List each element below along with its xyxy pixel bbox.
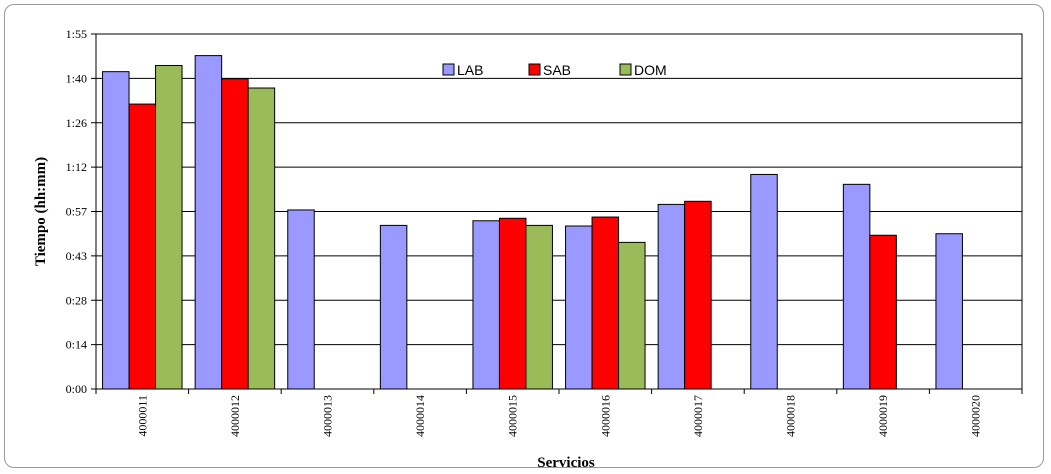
x-tick-label: 4000014: [413, 395, 427, 437]
y-tick-label: 0:00: [66, 382, 87, 396]
x-tick-label: 4000017: [691, 395, 705, 437]
bar-lab-4000013: [287, 209, 315, 390]
x-tick-label: 4000015: [506, 395, 520, 437]
bar-dom-4000012: [247, 87, 276, 390]
y-axis-title: Tiempo (hh:mm): [33, 157, 49, 266]
y-tick-label: 1:40: [66, 71, 87, 85]
x-tick-label: 4000011: [135, 395, 149, 437]
y-tick-label: 1:26: [66, 116, 87, 130]
bar-lab-4000011: [102, 71, 130, 390]
bar-lab-4000017: [657, 203, 686, 390]
x-tick-label: 4000012: [228, 395, 242, 437]
bars: [102, 55, 963, 390]
bar-sab-4000016: [591, 216, 620, 390]
legend-label-dom: DOM: [634, 62, 667, 78]
x-tick-label: 4000016: [598, 395, 612, 437]
legend-label-sab: SAB: [543, 62, 571, 78]
bar-sab-4000019: [869, 234, 897, 390]
x-tick-label: 4000013: [321, 395, 335, 437]
bar-lab-4000015: [472, 220, 500, 390]
bar-lab-4000020: [935, 233, 963, 390]
axes: [91, 33, 1023, 394]
bar-sab-4000011: [128, 103, 157, 390]
bar-sab-4000015: [498, 217, 527, 390]
bar-sab-4000012: [221, 78, 249, 390]
y-tick-label: 0:28: [66, 293, 87, 307]
bar-lab-4000018: [750, 173, 778, 390]
bar-lab-4000019: [842, 183, 871, 390]
legend-swatch-dom: [619, 63, 632, 76]
x-tick-label: 4000019: [876, 395, 890, 437]
y-tick-label: 0:14: [66, 338, 87, 352]
x-axis-title: Servicios: [537, 455, 595, 471]
bar-dom-4000016: [618, 241, 646, 390]
bar-lab-4000012: [194, 55, 223, 390]
legend-label-lab: LAB: [457, 62, 483, 78]
y-tick-label: 1:55: [66, 27, 87, 41]
legend: LAB SAB DOM: [442, 62, 667, 78]
x-tick-label: 4000020: [969, 395, 983, 437]
bar-dom-4000015: [525, 224, 553, 390]
y-tick-label: 0:57: [66, 205, 87, 219]
bar-dom-4000011: [155, 64, 183, 390]
y-tick-label: 0:43: [66, 249, 87, 263]
bar-lab-4000014: [379, 224, 408, 390]
bar-sab-4000017: [684, 200, 712, 390]
bar-lab-4000016: [565, 225, 593, 390]
legend-swatch-lab: [442, 63, 455, 76]
y-tick-label: 1:12: [66, 160, 87, 174]
x-tick-labels: 4000011 4000012 4000013 4000014 4000015 40000…: [135, 395, 982, 437]
legend-swatch-sab: [528, 63, 541, 76]
x-tick-label: 4000018: [784, 395, 798, 437]
y-tick-labels: 0:00 0:14 0:28 0:43 0:57 1:12 1:26 1:40 1:55: [66, 27, 87, 396]
